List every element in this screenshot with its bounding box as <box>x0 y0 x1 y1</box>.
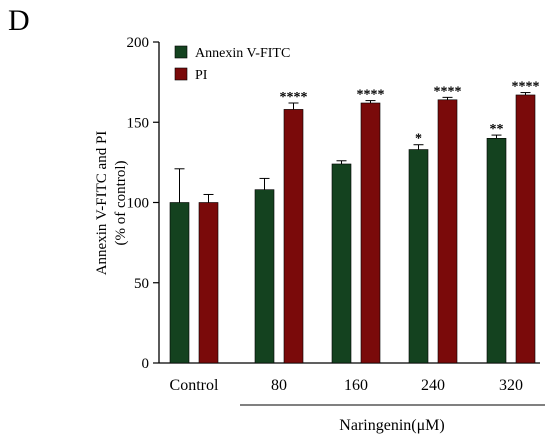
significance-label: **** <box>280 90 308 105</box>
y-axis-label-unit: (% of control) <box>113 161 129 246</box>
legend-swatch <box>174 45 188 59</box>
y-tick-label: 150 <box>127 115 150 131</box>
bar <box>515 94 536 364</box>
significance-label: **** <box>434 84 462 99</box>
bars: ******* **** **** **** <box>169 80 540 364</box>
significance-label: **** <box>357 88 385 103</box>
significance-label: ** <box>490 122 504 137</box>
x-tick-label: 320 <box>499 377 523 394</box>
y-ticks: 0 50 100 150 200 <box>127 35 159 372</box>
significance-label: **** <box>512 80 540 95</box>
significance-label: * <box>415 132 422 147</box>
bar <box>198 202 219 364</box>
x-tick-label: 160 <box>344 377 368 394</box>
x-tick-label: Control <box>170 377 219 394</box>
legend-swatch <box>174 67 188 81</box>
bar <box>169 202 190 364</box>
bar <box>437 99 458 364</box>
panel-letter: D <box>8 4 30 37</box>
bar <box>360 102 381 364</box>
x-ticks: Control 80 160 240 320 <box>170 377 523 394</box>
y-tick-label: 0 <box>142 356 150 372</box>
legend-label: Annexin V-FITC <box>195 46 290 61</box>
bar <box>254 189 275 364</box>
x-tick-label: 80 <box>271 377 287 394</box>
x-axis-label: Naringenin(μM) <box>339 417 444 434</box>
bar <box>331 163 352 364</box>
bar <box>283 109 304 364</box>
bar <box>408 149 429 364</box>
y-tick-label: 50 <box>134 276 149 292</box>
x-tick-label: 240 <box>421 377 445 394</box>
y-axis-label: Annexin V-FITC and PI <box>94 131 110 276</box>
y-tick-label: 200 <box>127 35 150 51</box>
y-tick-label: 100 <box>127 196 150 212</box>
bar <box>486 138 507 364</box>
legend: Annexin V-FITC PI <box>174 45 290 83</box>
legend-label: PI <box>195 68 208 83</box>
